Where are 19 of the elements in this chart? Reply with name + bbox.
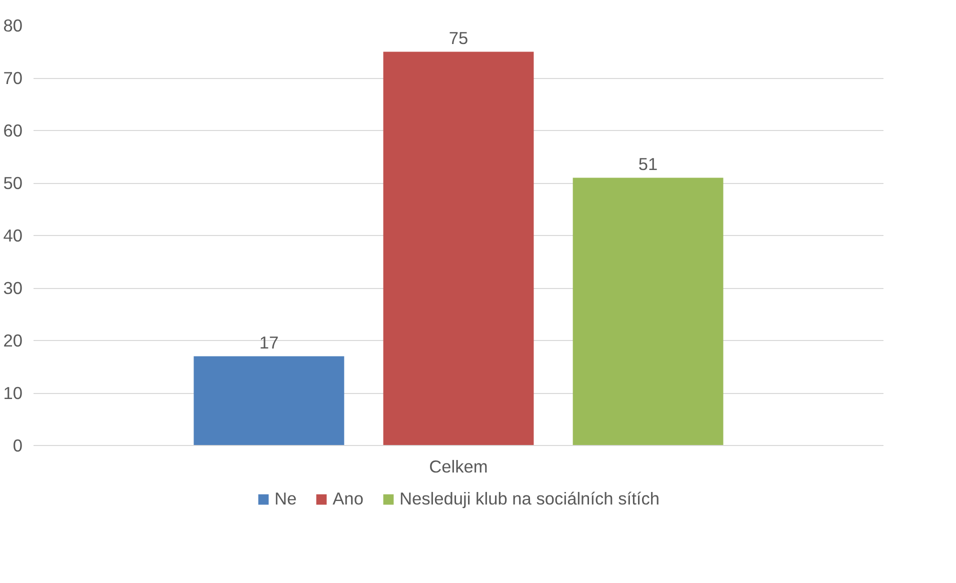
y-tick-label: 0 <box>12 436 23 456</box>
data-label: 75 <box>448 28 468 48</box>
legend-label: Ne <box>274 488 297 510</box>
bar <box>572 178 724 446</box>
data-label: 51 <box>638 154 658 174</box>
y-tick-label: 10 <box>3 383 23 403</box>
y-tick-label: 40 <box>3 226 23 246</box>
legend-label: Ano <box>332 488 364 510</box>
y-tick-label: 50 <box>3 173 23 193</box>
y-tick-label: 30 <box>3 278 23 298</box>
data-label: 17 <box>259 332 279 352</box>
bar <box>194 356 344 446</box>
y-tick-label: 20 <box>3 330 23 350</box>
bar <box>383 52 534 446</box>
y-tick-label: 60 <box>3 120 23 140</box>
legend-label: Nesleduji klub na sociálních sítích <box>399 488 660 510</box>
y-tick-label: 80 <box>3 16 23 36</box>
x-tick-label: Celkem <box>429 456 488 476</box>
y-tick-label: 70 <box>3 68 23 88</box>
